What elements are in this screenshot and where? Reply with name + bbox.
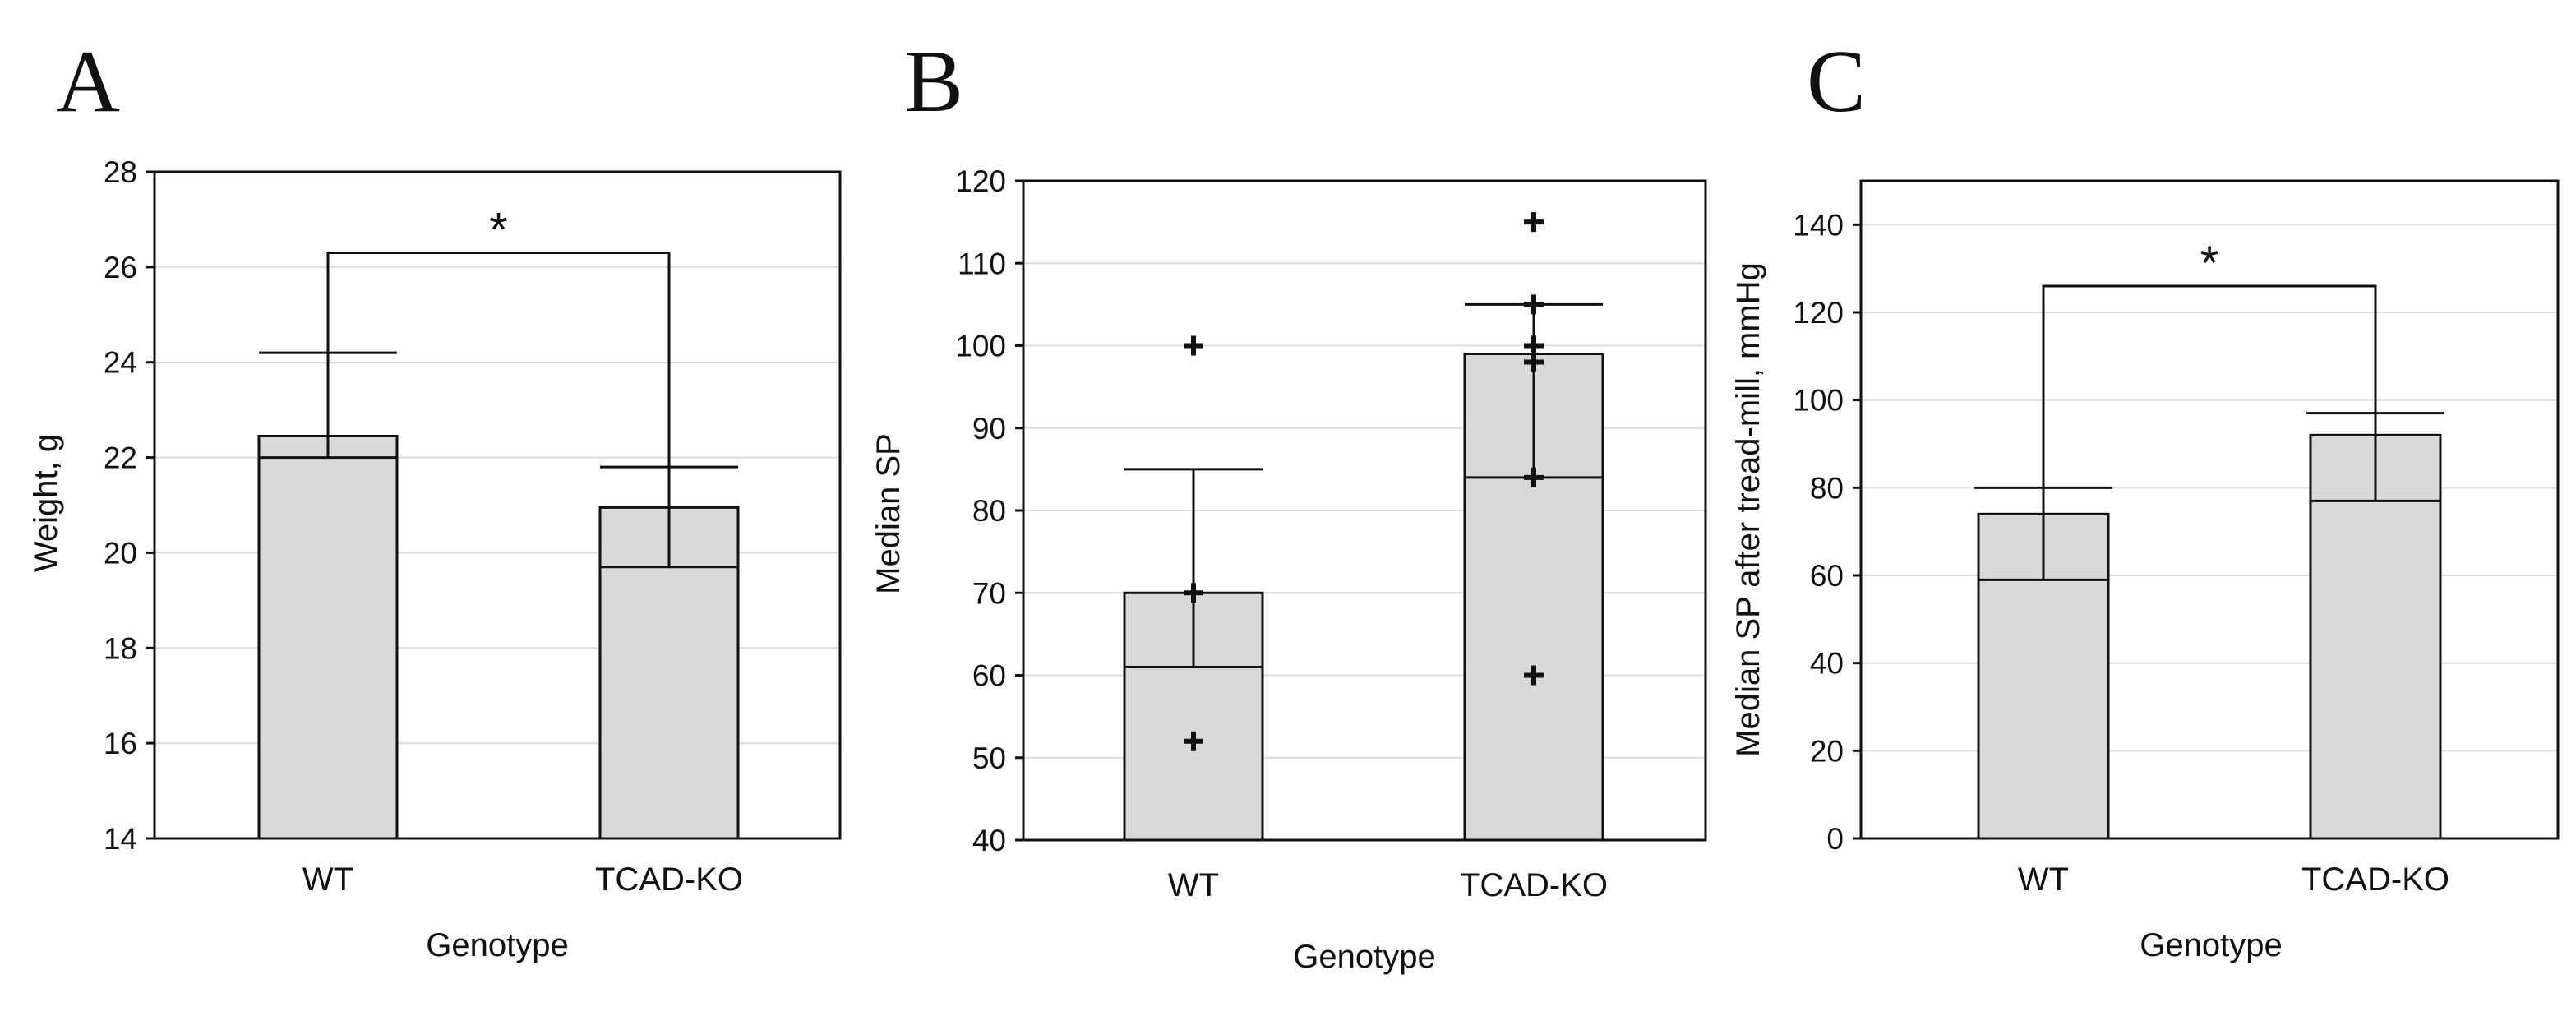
y-tick-label: 20 xyxy=(104,536,137,570)
x-axis-title-c: Genotype xyxy=(2140,927,2282,963)
y-tick-label: 90 xyxy=(972,412,1006,446)
y-tick-label: 120 xyxy=(955,164,1006,198)
y-tick-label: 140 xyxy=(1793,208,1844,242)
y-tick-label: 14 xyxy=(104,822,137,856)
y-axis-title-c: Median SP after tread-mill, mmHg xyxy=(1730,262,1766,757)
data-point xyxy=(1524,352,1544,372)
data-point xyxy=(1524,665,1544,686)
y-tick-label: 110 xyxy=(958,247,1006,280)
y-tick-label: 18 xyxy=(104,631,137,665)
bar-tcad-ko xyxy=(2309,433,2442,840)
y-tick-label: 40 xyxy=(972,824,1006,857)
y-tick-label: 60 xyxy=(972,659,1006,693)
panel-letter-c: C xyxy=(1807,33,1866,131)
category-label-wt: WT xyxy=(302,861,353,898)
plot-frame-a xyxy=(153,170,842,840)
data-point xyxy=(1184,731,1203,751)
y-tick-label: 0 xyxy=(1826,822,1844,856)
data-point xyxy=(1524,294,1544,315)
data-point xyxy=(1184,583,1203,603)
plot-frame-b xyxy=(1022,179,1707,842)
significance-bracket xyxy=(2042,284,2377,488)
y-tick-label: 40 xyxy=(1810,647,1844,681)
panel-letter-b: B xyxy=(904,33,963,131)
y-tick-label: 28 xyxy=(104,155,137,189)
category-label-tcad-ko: TCAD-KO xyxy=(2301,861,2449,898)
y-tick-label: 60 xyxy=(1810,559,1844,593)
data-point xyxy=(1524,212,1544,233)
data-point xyxy=(1524,467,1544,487)
y-tick-label: 80 xyxy=(972,494,1006,528)
y-axis-title-b: Median SP xyxy=(870,433,907,594)
y-tick-label: 16 xyxy=(104,727,137,760)
significance-star: * xyxy=(2200,237,2219,290)
y-tick-label: 100 xyxy=(1793,384,1844,418)
y-tick-label: 80 xyxy=(1810,471,1844,505)
y-tick-label: 26 xyxy=(104,251,137,284)
y-tick-label: 20 xyxy=(1810,734,1844,768)
plot-frame-c xyxy=(1859,179,2560,840)
x-axis-title-a: Genotype xyxy=(426,927,568,963)
y-tick-label: 120 xyxy=(1793,296,1844,330)
category-label-wt: WT xyxy=(2018,861,2069,898)
significance-star: * xyxy=(489,203,508,256)
y-tick-label: 50 xyxy=(972,741,1006,775)
panel-a: A Genotype Weight, g 14 16 18 20 22 24 26 28 WT T… xyxy=(28,33,842,963)
x-axis-title-b: Genotype xyxy=(1293,939,1435,975)
y-tick-label: 22 xyxy=(104,441,137,475)
significance-bracket xyxy=(326,251,671,468)
panel-b: B Genotype Median SP 40 50 60 70 80 90 100 110 1… xyxy=(870,33,1707,975)
category-label-wt: WT xyxy=(1168,867,1219,903)
y-tick-label: 24 xyxy=(104,346,137,380)
bar-wt xyxy=(257,435,399,840)
y-tick-label: 100 xyxy=(955,330,1006,363)
category-label-tcad-ko: TCAD-KO xyxy=(1460,867,1608,903)
y-tick-label: 70 xyxy=(972,576,1006,610)
category-label-tcad-ko: TCAD-KO xyxy=(595,861,743,898)
y-axis-title-a: Weight, g xyxy=(28,434,64,572)
data-point xyxy=(1524,335,1544,356)
panel-letter-a: A xyxy=(56,33,120,131)
data-point xyxy=(1184,335,1203,356)
panel-c: C Genotype Median SP after tread-mill, m… xyxy=(1730,33,2560,963)
